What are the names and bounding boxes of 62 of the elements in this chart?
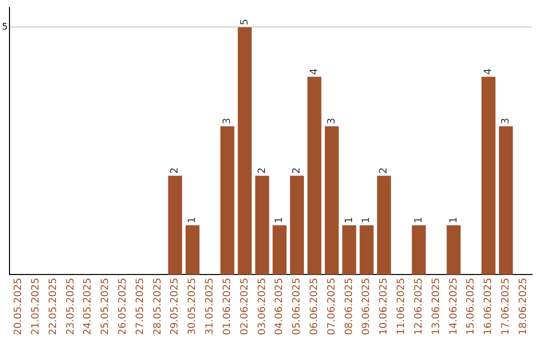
x-tick-label: 25.05.2025	[100, 278, 112, 336]
data-label: 3	[222, 118, 233, 124]
x-tick-label: 06.06.2025	[308, 278, 320, 336]
data-label: 3	[326, 118, 338, 124]
bar	[324, 126, 339, 275]
x-tick-label: 30.05.2025	[187, 278, 198, 336]
x-tick-label: 02.06.2025	[239, 278, 250, 336]
data-label: 1	[344, 216, 355, 224]
x-tick-label: 03.06.2025	[256, 278, 268, 336]
bar	[342, 225, 356, 275]
data-label: 1	[448, 216, 460, 224]
bar	[290, 176, 304, 275]
data-label: 5	[239, 18, 250, 26]
x-tick-label: 17.06.2025	[500, 278, 512, 336]
data-label: 2	[256, 167, 268, 174]
bar	[482, 76, 496, 275]
x-tick-label: 15.06.2025	[466, 278, 477, 336]
x-tick-label: 13.06.2025	[430, 278, 442, 336]
data-label: 1	[413, 216, 424, 224]
data-label: 4	[483, 68, 494, 75]
x-tick-label: 04.06.2025	[274, 278, 286, 336]
bar	[412, 225, 426, 275]
x-tick-label: 23.05.2025	[65, 278, 76, 336]
x-tick-label: 28.05.2025	[152, 278, 164, 336]
data-label: 1	[361, 216, 372, 224]
x-tick-label: 24.05.2025	[82, 278, 94, 336]
x-tick-label: 05.06.2025	[292, 278, 303, 336]
bar	[498, 126, 513, 275]
bar	[307, 76, 322, 275]
x-tick-label: 14.06.2025	[448, 278, 460, 336]
x-tick-label: 16.06.2025	[483, 278, 494, 336]
x-tick-label: 21.05.2025	[30, 278, 42, 336]
bar	[168, 176, 182, 275]
data-label: 3	[500, 118, 512, 124]
x-tick-label: 22.05.2025	[48, 278, 59, 336]
x-tick-label: 26.05.2025	[117, 278, 128, 336]
x-tick-label: 18.06.2025	[518, 278, 529, 336]
data-label: 2	[378, 167, 390, 174]
x-tick-label: 11.06.2025	[396, 278, 408, 336]
data-label: 4	[308, 68, 320, 75]
x-tick-label: 01.06.2025	[222, 278, 233, 336]
bar	[272, 225, 287, 275]
bar	[220, 126, 234, 275]
data-label: 1	[187, 216, 198, 224]
data-label: 2	[292, 167, 303, 174]
x-tick-label: 07.06.2025	[326, 278, 338, 336]
x-tick-label: 09.06.2025	[361, 278, 372, 336]
x-tick-label: 31.05.2025	[204, 278, 216, 336]
x-tick-label: 10.06.2025	[378, 278, 390, 336]
data-label: 1	[274, 216, 286, 224]
data-label: 2	[170, 167, 181, 174]
bar	[255, 176, 270, 275]
bar	[377, 176, 391, 275]
bar	[186, 225, 200, 275]
x-tick-label: 08.06.2025	[344, 278, 355, 336]
x-tick-label: 12.06.2025	[413, 278, 424, 336]
x-tick-label: 29.05.2025	[170, 278, 181, 336]
x-tick-label: 27.05.2025	[134, 278, 146, 336]
bar	[446, 225, 461, 275]
x-tick-label: 20.05.2025	[13, 278, 24, 336]
bar	[360, 225, 374, 275]
bar	[238, 27, 252, 275]
